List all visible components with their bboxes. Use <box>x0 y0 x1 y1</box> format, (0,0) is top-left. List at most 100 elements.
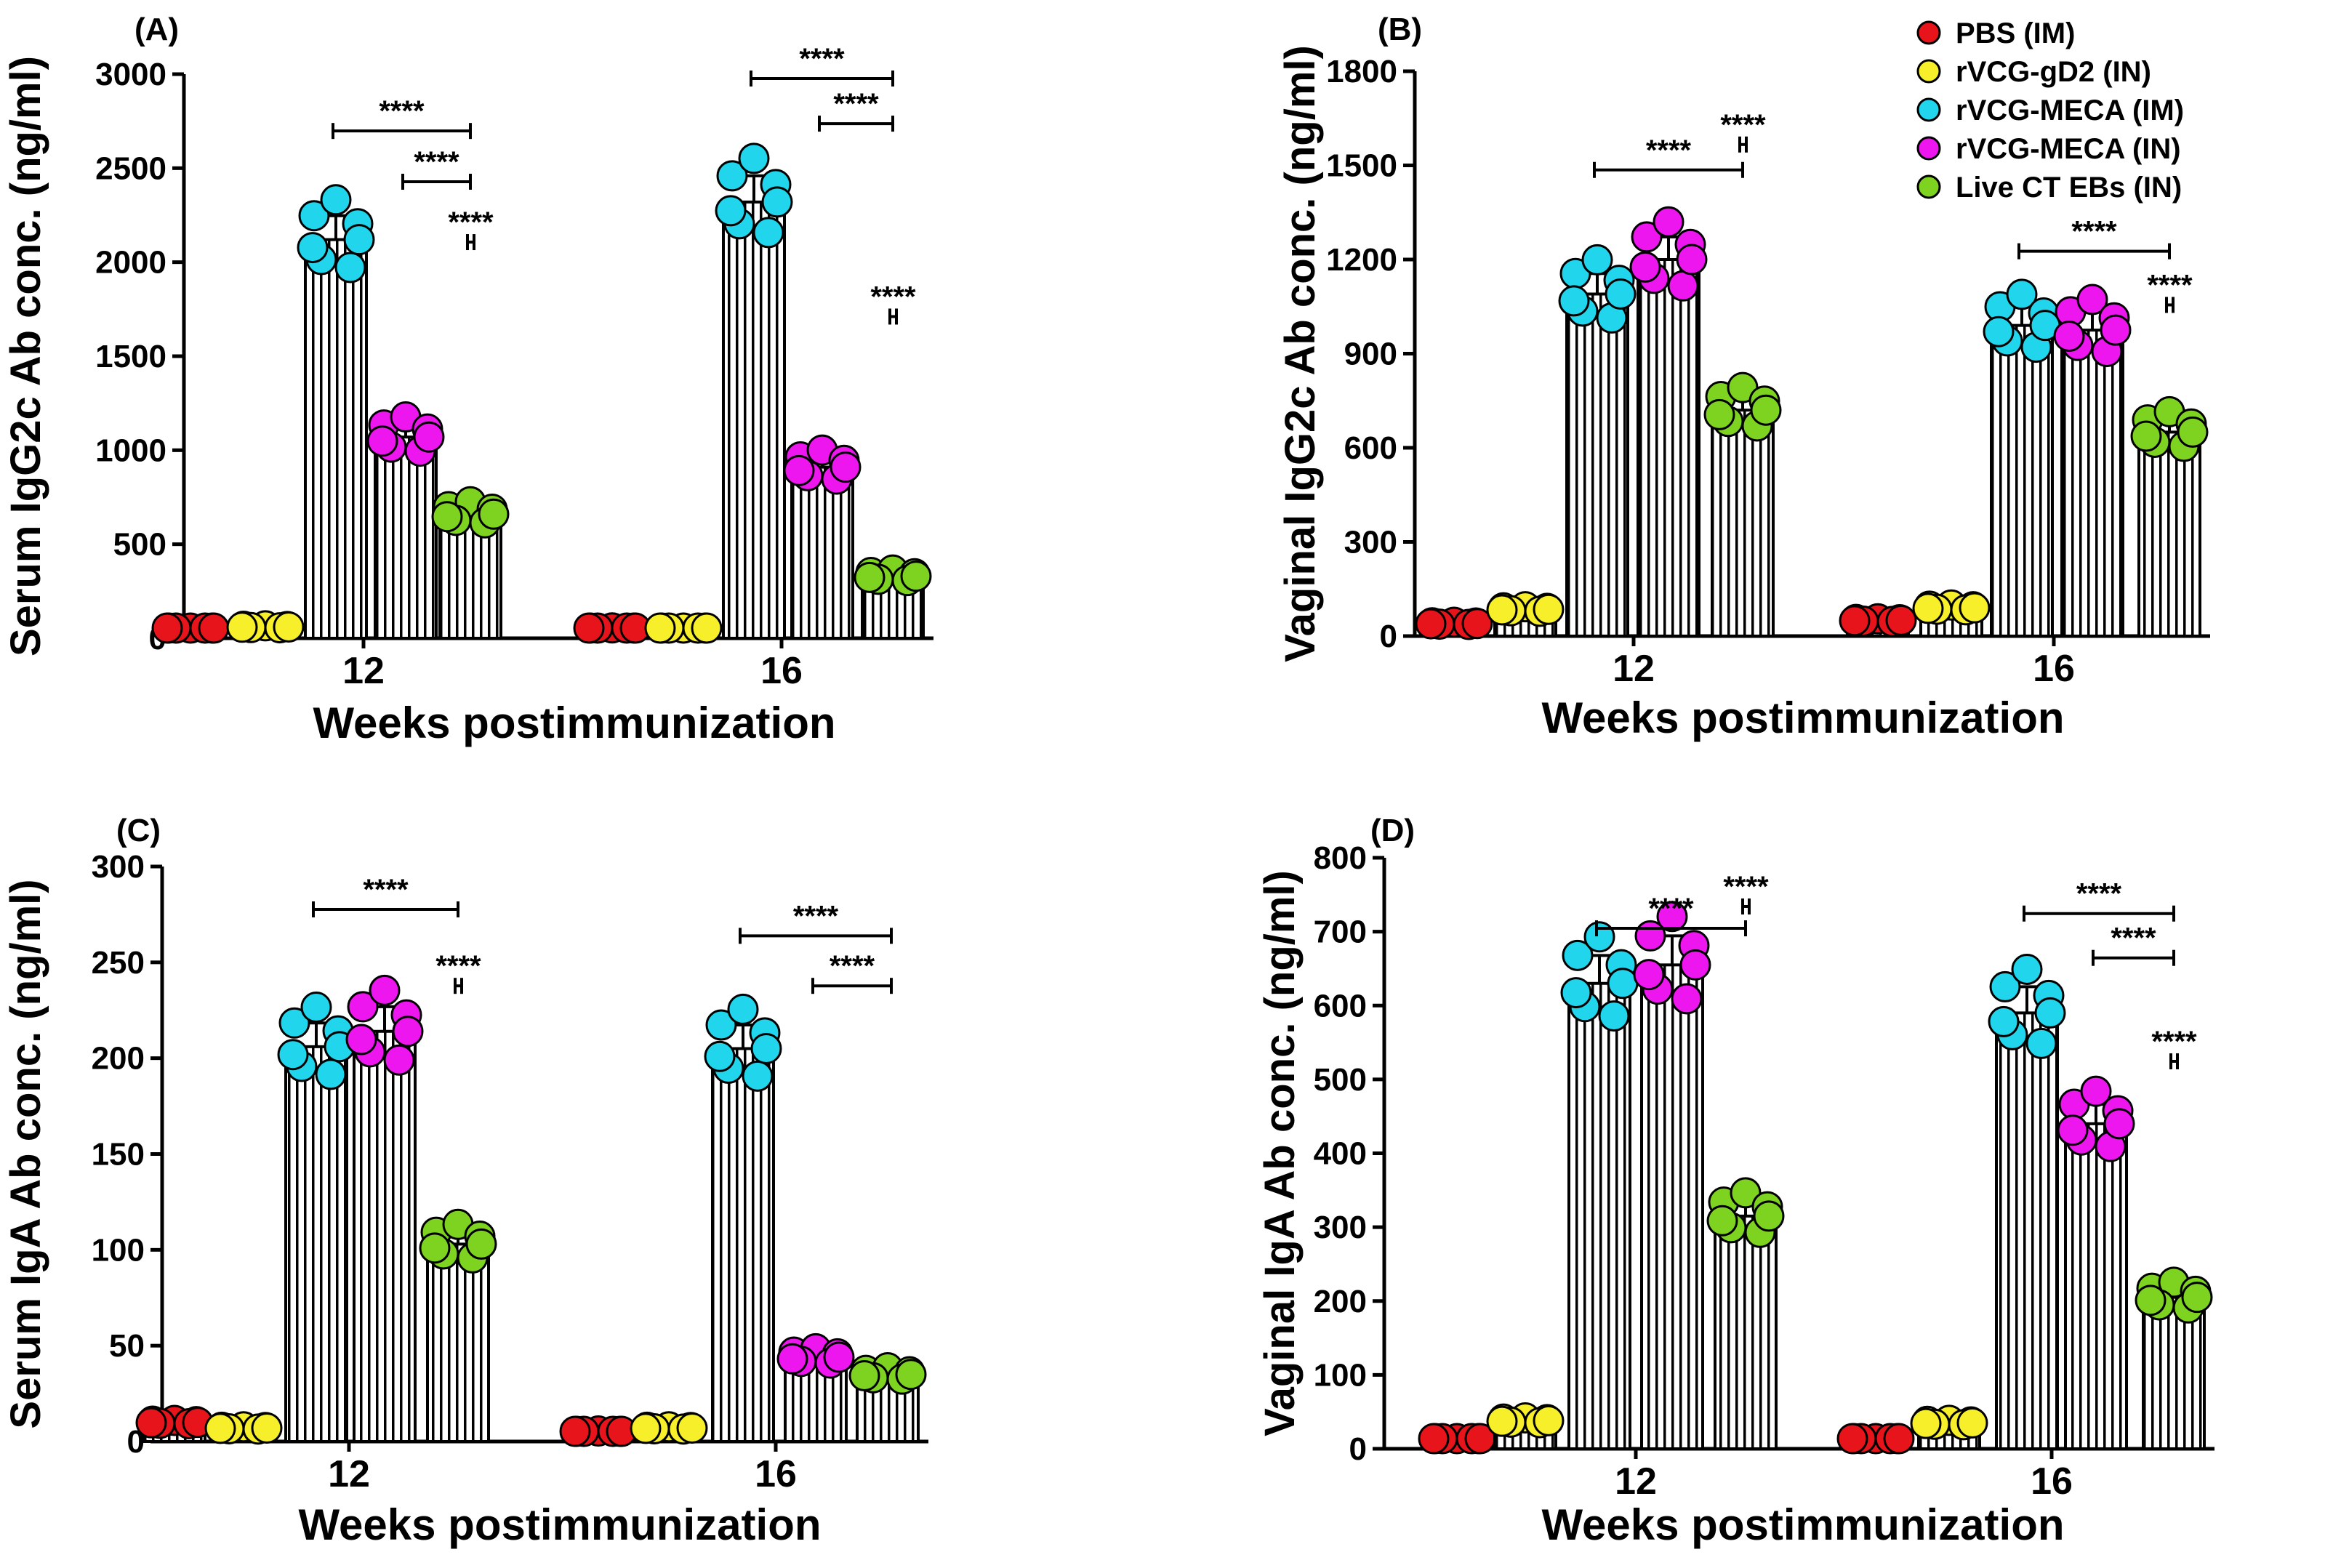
bar <box>2060 329 2124 638</box>
data-point <box>2006 278 2038 310</box>
data-point <box>1676 244 1708 276</box>
significance-label: **** <box>2071 216 2117 248</box>
data-point <box>2034 997 2066 1029</box>
data-point <box>315 1058 347 1090</box>
data-point <box>198 612 230 644</box>
data-point <box>320 184 352 216</box>
data-point <box>2076 284 2108 315</box>
data-point <box>273 611 305 643</box>
data-point <box>676 1412 708 1444</box>
data-point <box>895 1359 927 1391</box>
data-point <box>392 1016 424 1048</box>
bar <box>284 1045 348 1443</box>
data-point <box>151 612 183 644</box>
data-point <box>1836 1423 1868 1455</box>
y-tick-label: 100 <box>1314 1357 1367 1393</box>
significance-label: **** <box>1648 893 1694 925</box>
data-point <box>2130 420 2162 452</box>
y-tick-label: 50 <box>109 1328 145 1364</box>
data-point <box>704 1040 736 1072</box>
significance-label: **** <box>2076 878 2122 910</box>
y-tick-label: 2000 <box>95 245 166 281</box>
data-point <box>413 421 445 453</box>
y-tick-label: 1500 <box>95 339 166 374</box>
data-point <box>277 1039 309 1071</box>
y-tick-label: 2500 <box>95 150 166 186</box>
data-point <box>1415 608 1447 640</box>
significance-label: **** <box>2111 922 2156 954</box>
significance-label: **** <box>1723 871 1769 903</box>
significance-label: **** <box>833 88 879 120</box>
data-point <box>738 142 770 174</box>
data-point <box>761 186 793 218</box>
data-point <box>742 1060 774 1092</box>
x-tick-label: 12 <box>328 1453 370 1495</box>
significance-label: **** <box>830 950 875 982</box>
data-point <box>1706 1205 1738 1237</box>
panel-label: (A) <box>134 12 179 47</box>
data-point <box>752 217 784 249</box>
x-tick-label: 12 <box>1615 1460 1657 1503</box>
x-tick-label: 16 <box>755 1453 797 1495</box>
x-axis-title: Weeks postimmunization <box>313 699 835 747</box>
bar <box>1567 981 1631 1450</box>
data-point <box>1753 1200 1785 1232</box>
y-tick-label: 500 <box>1314 1062 1367 1098</box>
y-tick-label: 3000 <box>95 57 166 92</box>
significance-label: **** <box>1646 134 1692 166</box>
data-point <box>1667 270 1699 302</box>
data-point <box>347 991 379 1023</box>
data-point <box>1912 592 1944 624</box>
x-tick-label: 16 <box>2033 648 2075 690</box>
data-point <box>1885 604 1917 636</box>
significance-label: **** <box>379 95 425 127</box>
data-point <box>1910 1407 1942 1439</box>
bar <box>711 1047 775 1443</box>
y-tick-label: 500 <box>113 527 166 563</box>
data-point <box>573 612 605 644</box>
bar <box>353 1029 417 1443</box>
data-point <box>2025 1027 2057 1059</box>
data-point <box>1656 901 1688 933</box>
y-tick-label: 300 <box>1344 525 1397 560</box>
legend-marker <box>1916 20 1941 45</box>
data-point <box>1629 251 1661 283</box>
y-tick-label: 600 <box>1344 430 1397 466</box>
data-point <box>716 160 748 192</box>
data-point <box>830 451 862 483</box>
legend-label: PBS (IM) <box>1956 17 2075 49</box>
significance-label: **** <box>2147 269 2193 301</box>
data-point <box>854 561 886 593</box>
significance-label: **** <box>870 281 916 313</box>
data-point <box>334 252 366 284</box>
data-point <box>2100 314 2132 346</box>
legend-label: rVCG-MECA (IN) <box>1956 133 2181 165</box>
y-tick-label: 900 <box>1344 337 1397 372</box>
y-tick-label: 250 <box>92 945 145 981</box>
data-point <box>2135 1284 2167 1316</box>
data-point <box>900 560 932 592</box>
bar <box>1995 1011 2059 1450</box>
panel-label: (D) <box>1370 813 1415 848</box>
data-point <box>1558 285 1590 317</box>
bar <box>790 465 854 640</box>
y-tick-label: 1000 <box>95 433 166 468</box>
y-tick-label: 800 <box>1314 840 1367 876</box>
legend-marker <box>1916 136 1941 161</box>
x-axis-title: Weeks postimmunization <box>298 1500 821 1549</box>
data-point <box>1598 1000 1630 1032</box>
x-tick-label: 12 <box>1613 648 1655 690</box>
significance-label: **** <box>799 43 845 75</box>
significance-label: **** <box>435 950 481 982</box>
data-point <box>1671 983 1703 1015</box>
data-point <box>1679 949 1711 981</box>
data-point <box>727 993 759 1025</box>
data-point <box>644 612 676 644</box>
bar <box>1711 409 1775 638</box>
data-point <box>1839 605 1871 637</box>
legend-marker <box>1916 97 1941 122</box>
data-point <box>2053 321 2085 353</box>
data-point <box>1418 1423 1450 1455</box>
